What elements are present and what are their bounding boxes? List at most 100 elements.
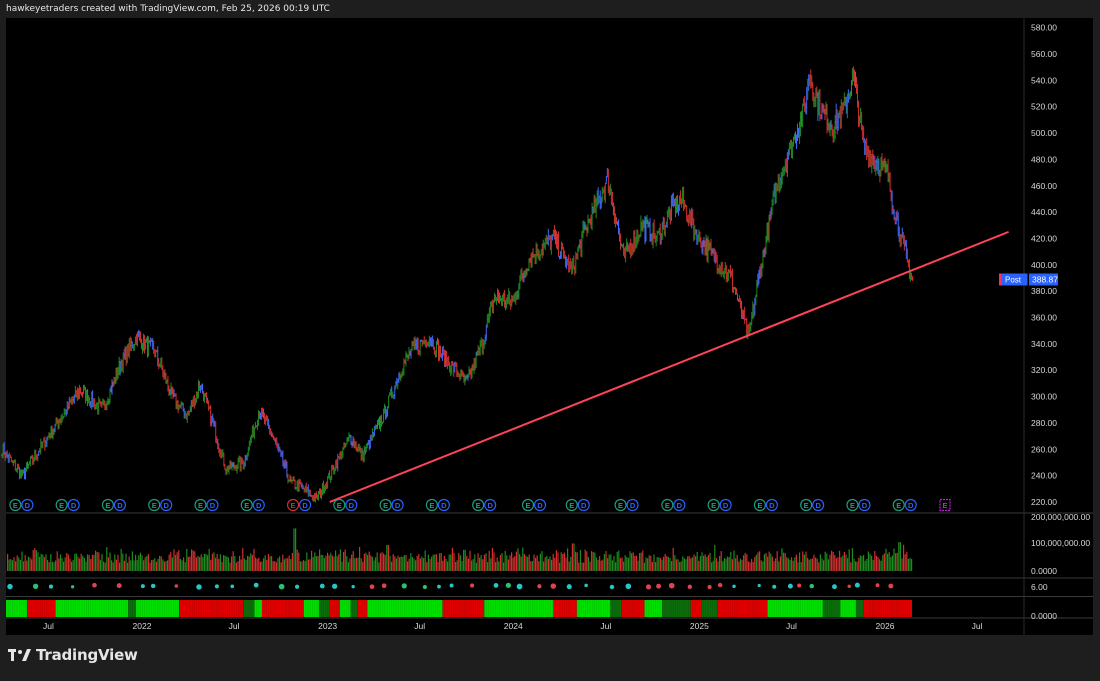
volume-bar (416, 555, 418, 571)
signal-segment-green (135, 600, 180, 617)
tradingview-brand[interactable]: TradingView (8, 646, 138, 664)
dividend-event-icon[interactable]: D (391, 498, 404, 512)
volume-bar (114, 554, 116, 571)
volume-bar (619, 558, 621, 571)
earnings-event-icon[interactable]: E (333, 498, 346, 512)
volume-bar (642, 550, 644, 571)
dividend-event-icon[interactable]: D (252, 498, 265, 512)
earnings-event-icon[interactable]: E (892, 498, 905, 512)
dividend-event-icon[interactable]: D (904, 498, 917, 512)
dividend-event-icon[interactable]: D (437, 498, 450, 512)
volume-bar (21, 551, 23, 571)
dividend-event-icon[interactable]: D (160, 498, 173, 512)
volume-bar (304, 561, 306, 571)
dividend-event-icon[interactable]: D (484, 498, 497, 512)
price-tick-label: 260.00 (1031, 444, 1057, 454)
earnings-event-icon[interactable]: E (565, 498, 578, 512)
earnings-event-icon[interactable]: E (472, 498, 485, 512)
volume-bar (533, 554, 535, 571)
upcoming-earnings-icon[interactable]: E (939, 498, 951, 512)
dividend-event-icon[interactable]: D (345, 498, 358, 512)
signal-strip-tick-label: 0.0000 (1031, 611, 1057, 621)
volume-bar (898, 542, 900, 571)
earnings-event-icon-letter: E (198, 501, 203, 510)
dividend-event-icon[interactable]: D (298, 498, 312, 512)
volume-bar (515, 551, 517, 571)
dividend-event-icon[interactable]: D (533, 498, 547, 512)
volume-bar (91, 554, 93, 571)
dividend-event-icon[interactable]: D (67, 498, 80, 512)
earnings-event-icon[interactable]: E (9, 498, 22, 512)
volume-bar (883, 553, 885, 571)
volume-bar (160, 556, 162, 571)
dividend-event-icon[interactable]: D (812, 498, 825, 512)
dividend-event-icon-ring (673, 498, 686, 512)
support-trendline[interactable] (329, 230, 1009, 503)
volume-bar (507, 559, 509, 571)
dividend-event-icon[interactable]: D (113, 498, 127, 512)
volume-bar (213, 552, 215, 571)
earnings-event-icon[interactable]: E (240, 498, 253, 512)
earnings-event-icon[interactable]: E (707, 498, 720, 512)
volume-bar (647, 558, 649, 571)
earnings-event-icon-ring (661, 498, 674, 512)
price-axis: 580.00 560.00 540.00 520.00 500.00 480.00 460.… (1031, 23, 1090, 621)
volume-bar (280, 562, 282, 571)
volume-bar (389, 555, 391, 571)
volume-bar (291, 553, 293, 571)
signal-segment-dark_green (350, 600, 358, 617)
dividend-event-icon[interactable]: D (719, 498, 732, 512)
indicator-dot (253, 582, 259, 588)
volume-bar (520, 556, 522, 571)
indicator-dot (214, 584, 219, 589)
dividend-event-icon[interactable]: D (21, 498, 34, 512)
earnings-event-icon[interactable]: E (286, 498, 300, 512)
earnings-event-icon[interactable]: E (753, 498, 766, 512)
earnings-event-icon[interactable]: E (614, 498, 627, 512)
volume-bar (357, 557, 359, 571)
earnings-event-icon[interactable]: E (55, 498, 68, 512)
dividend-event-icon[interactable]: D (858, 498, 871, 512)
volume-bar (231, 556, 233, 571)
volume-bar (645, 557, 647, 571)
dividend-event-icon[interactable]: D (206, 498, 219, 512)
indicator-dot (656, 583, 662, 589)
earnings-event-icon[interactable]: E (148, 498, 161, 512)
dividend-event-icon[interactable]: D (765, 498, 778, 512)
volume-bar (197, 555, 199, 571)
volume-bar (512, 557, 514, 571)
dividend-event-icon[interactable]: D (577, 498, 590, 512)
volume-bar (298, 552, 300, 571)
volume-bar (394, 556, 396, 571)
volume-bar (47, 560, 49, 571)
volume-bar (882, 555, 884, 571)
volume-bar (778, 561, 780, 571)
earnings-event-icon[interactable]: E (661, 498, 674, 512)
volume-bar (583, 562, 585, 571)
earnings-event-icon[interactable]: E (425, 498, 438, 512)
volume-bar (659, 557, 661, 571)
volume-bar (256, 558, 258, 571)
volume-bar (391, 561, 393, 571)
volume-bar (461, 561, 463, 571)
volume-bar (784, 553, 786, 571)
volume-bar (90, 559, 92, 571)
earnings-event-icon[interactable]: E (379, 498, 392, 512)
earnings-event-icon[interactable]: E (101, 498, 115, 512)
volume-bar (815, 557, 817, 571)
earnings-event-icon[interactable]: E (194, 498, 207, 512)
volume-bar (733, 550, 735, 571)
volume-bar (85, 561, 87, 571)
volume-bar (810, 559, 812, 571)
earnings-event-icon-letter: E (850, 501, 855, 510)
volume-bar (379, 553, 381, 571)
earnings-event-icon-ring (707, 498, 720, 512)
earnings-event-icon[interactable]: E (521, 498, 535, 512)
earnings-event-icon[interactable]: E (846, 498, 859, 512)
earnings-event-icon[interactable]: E (800, 498, 813, 512)
volume-bar (183, 557, 185, 571)
dividend-event-icon[interactable]: D (626, 498, 639, 512)
dividend-event-icon[interactable]: D (673, 498, 686, 512)
volume-bar (715, 558, 717, 571)
